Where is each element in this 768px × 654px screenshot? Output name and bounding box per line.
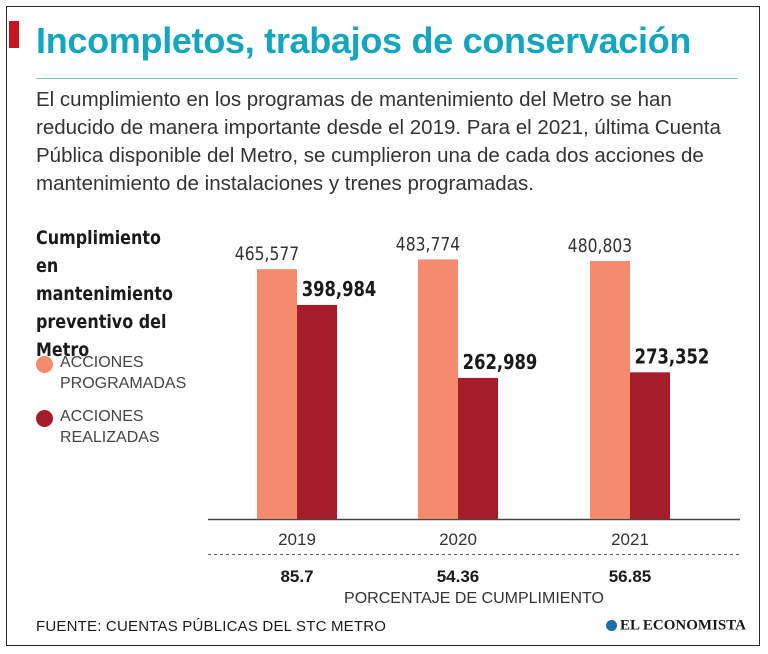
data-label-programadas-2020: 483,774 (396, 234, 460, 256)
bar-realizadas-2020 (458, 377, 498, 519)
headline-rule (36, 78, 738, 79)
bar-programadas-2020 (418, 259, 458, 519)
bar-programadas-2019 (257, 269, 297, 519)
brand-accent-mark (9, 21, 19, 48)
chart-title: Cumplimiento en mantenimiento preventivo… (36, 227, 173, 361)
data-label-realizadas-2021: 273,352 (635, 346, 710, 369)
brand-name: EL ECONOMISTA (620, 617, 746, 634)
infographic-frame (6, 6, 760, 646)
x-tick-label-2020: 2020 (439, 530, 477, 549)
headline: Incompletos, trabajos de conservación (36, 20, 692, 61)
compliance-value-2020: 54.36 (437, 567, 480, 586)
bar-realizadas-2019 (297, 304, 337, 519)
x-tick-label-2021: 2021 (611, 530, 649, 549)
logo-icon (606, 620, 617, 632)
data-label-programadas-2019: 465,577 (235, 244, 299, 266)
x-tick-label-2019: 2019 (278, 530, 316, 549)
data-label-programadas-2021: 480,803 (568, 236, 632, 258)
legend-label-realizadas: ACCIONES REALIZADAS (60, 408, 160, 446)
legend-label-programadas: ACCIONES PROGRAMADAS (60, 354, 187, 392)
source-note: FUENTE: CUENTAS PÚBLICAS DEL STC METRO (36, 618, 387, 635)
compliance-value-2021: 56.85 (609, 567, 652, 586)
compliance-caption: PORCENTAJE DE CUMPLIMIENTO (344, 590, 604, 607)
bar-programadas-2021 (590, 261, 630, 519)
data-label-realizadas-2020: 262,989 (463, 351, 538, 374)
legend-swatch-realizadas (36, 410, 53, 427)
brand-logo: EL ECONOMISTA (606, 617, 746, 635)
data-label-realizadas-2019: 398,984 (302, 278, 377, 301)
legend-swatch-programadas (36, 356, 53, 373)
compliance-value-2019: 85.7 (280, 567, 313, 586)
bar-realizadas-2021 (630, 372, 670, 519)
intro-paragraph: El cumplimiento en los programas de mant… (36, 88, 721, 195)
